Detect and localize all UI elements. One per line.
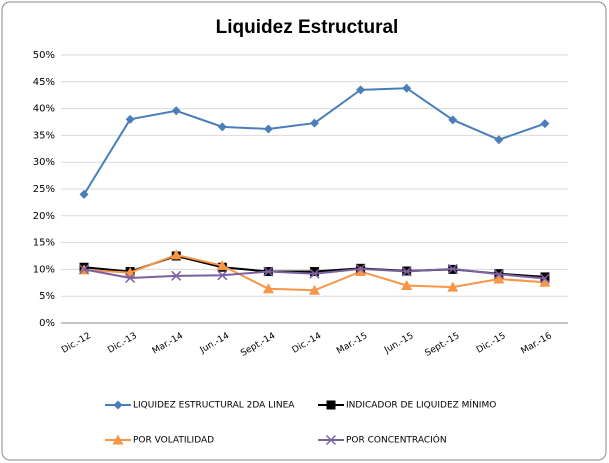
marker [310,267,319,277]
legend-label: INDICADOR DE LIQUIDEZ MÍNIMO [346,399,496,411]
legend-label: POR CONCENTRACIÓN [346,434,447,446]
marker [448,115,458,125]
legend-marker [325,434,337,446]
marker [263,266,274,277]
y-tick-label: 45% [33,77,55,88]
marker [170,249,182,260]
chart-title: Liquidez Estructural [216,17,399,38]
legend-marker [113,400,123,410]
marker [401,279,413,290]
marker [402,83,412,93]
marker [401,266,412,277]
legend-label: POR VOLATILIDAD [133,436,214,446]
marker [310,118,319,128]
y-tick-label: 20% [33,211,55,222]
marker [125,114,135,124]
y-tick-label: 5% [39,291,55,302]
marker [447,281,459,292]
y-tick-label: 30% [33,157,55,168]
marker [493,269,504,280]
marker [171,270,182,281]
marker [79,264,90,275]
marker [494,135,504,145]
marker [539,276,551,287]
marker [263,124,273,134]
marker [309,284,320,295]
legend-label: LIQUIDEZ ESTRUCTURAL 2DA LINEA [133,401,295,411]
marker [539,273,550,284]
legend-marker [112,434,124,445]
legend-marker [326,400,336,410]
marker [125,272,136,284]
y-tick-label: 35% [33,130,55,141]
marker [493,273,505,284]
y-tick-label: 0% [39,318,55,329]
y-tick-label: 15% [33,238,55,249]
marker [171,106,181,116]
y-tick-label: 10% [33,264,55,275]
marker [355,266,367,277]
marker [79,189,89,199]
marker [309,268,320,279]
marker [356,85,366,95]
y-tick-label: 25% [33,184,55,195]
y-tick-label: 40% [33,104,55,115]
marker [217,122,227,132]
y-tick-label: 50% [33,50,55,61]
marker [355,263,366,274]
marker [217,270,228,281]
marker [216,260,228,271]
marker [447,263,458,274]
marker [262,283,274,294]
marker [540,119,550,129]
